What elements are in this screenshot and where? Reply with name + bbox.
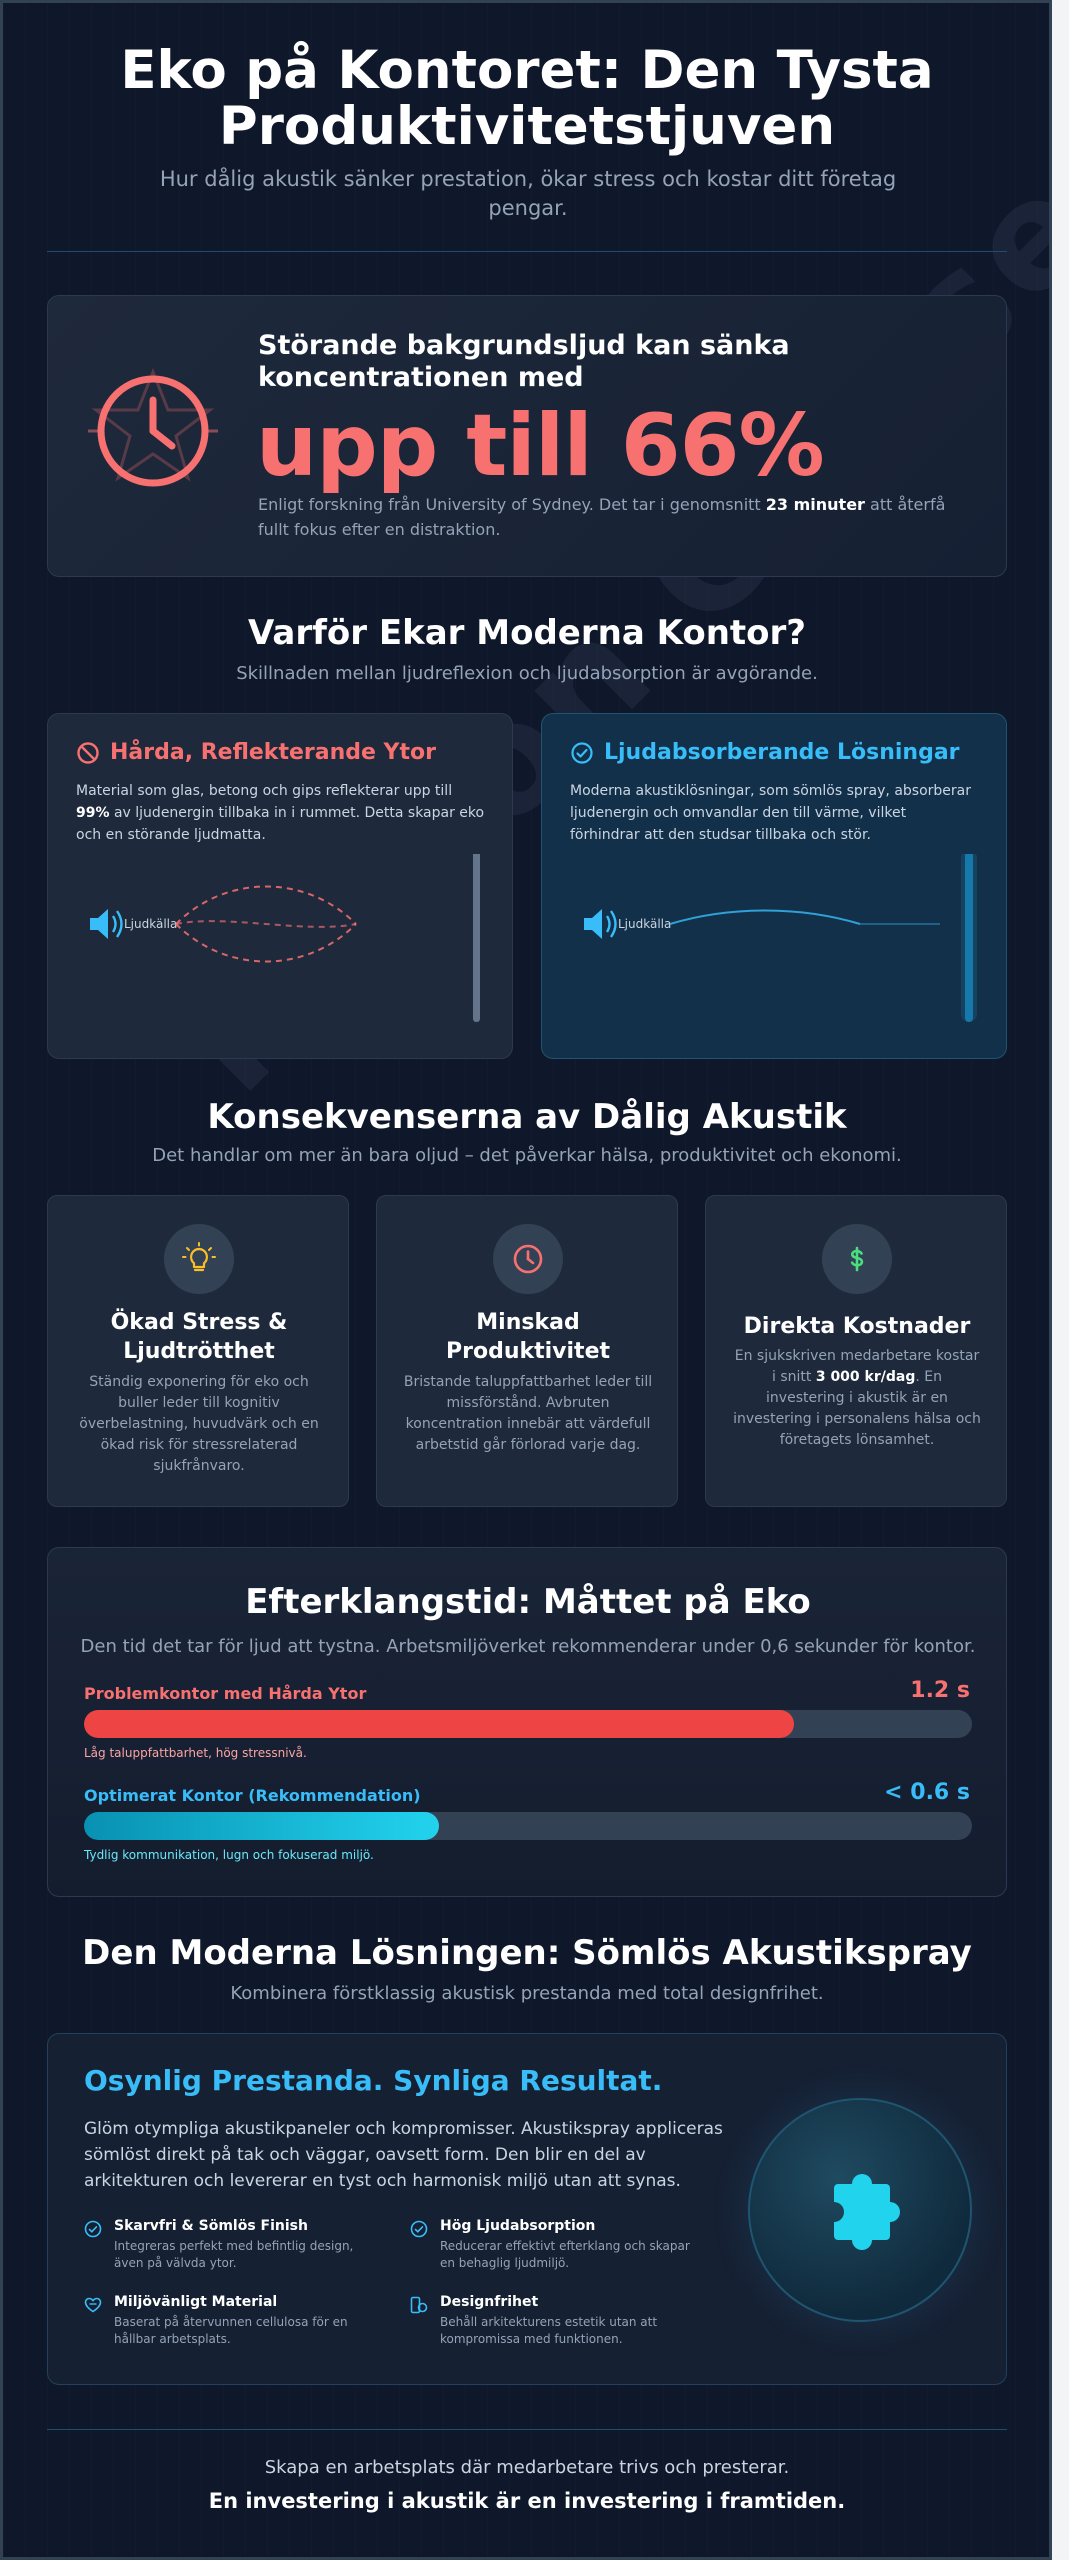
feature-title: Designfrihet — [440, 2294, 539, 2310]
consequence-icon-wrap — [493, 1224, 563, 1294]
feature-title: Hög Ljudabsorption — [440, 2218, 596, 2234]
consequence-text: En sjukskriven medarbetare kostar i snit… — [733, 1348, 981, 1448]
consequence-card-costs: Direkta Kostnader En sjukskriven medarbe… — [705, 1195, 1007, 1507]
consequence-title: Minskad Produktivitet — [445, 1310, 611, 1364]
stat-highlight: upp till 66% — [256, 396, 825, 496]
feature-text: Behåll arkitekturens estetik utan att ko… — [440, 2315, 658, 2346]
solution-card: Osynlig Prestanda. Synliga Resultat. Glö… — [47, 2033, 1007, 2385]
feature-text: Baserat på återvunnen cellulosa för en h… — [114, 2315, 348, 2346]
puzzle-icon — [834, 2174, 900, 2250]
reverb-bar-value: < 0.6 s — [884, 1780, 970, 1805]
sound-source-label: Ljudkälla — [124, 917, 177, 931]
consequence-text: Bristande taluppfattbarhet leder till mi… — [403, 1374, 653, 1453]
hard-wall — [473, 854, 480, 1022]
dollar-icon — [850, 1246, 864, 1272]
stat-card: Störande bakgrundsljud kan sänka koncent… — [47, 295, 1007, 577]
hard-surfaces-title: Hårda, Reflekterande Ytor — [110, 740, 436, 765]
reverb-bar-track — [84, 1710, 972, 1738]
hard-surfaces-emphasis: 99% — [76, 805, 110, 821]
absorbing-solutions-heading: Ljudabsorberande Lösningar — [570, 740, 960, 765]
absorbing-solutions-text: Moderna akustiklösningar, som sömlös spr… — [570, 783, 971, 843]
divider — [47, 251, 1007, 252]
stat-kicker: Störande bakgrundsljud kan sänka koncent… — [258, 330, 790, 393]
absorbed-wave — [669, 909, 861, 925]
speaker-icon — [584, 909, 617, 939]
stat-note-emphasis: 23 minuter — [765, 495, 865, 514]
consequences-title: Konsekvenserna av Dålig Akustik — [207, 1097, 847, 1137]
feature-title: Skarvfri & Sömlös Finish — [114, 2218, 308, 2234]
stat-note: Enligt forskning från University of Sydn… — [258, 495, 946, 539]
solution-card-text: Glöm otympliga akustikpaneler och kompro… — [84, 2119, 723, 2191]
reverb-bar-fill — [84, 1812, 440, 1840]
ban-icon — [77, 741, 99, 764]
check-circle-icon — [84, 2220, 102, 2238]
hard-surfaces-heading: Hårda, Reflekterande Ytor — [76, 740, 436, 765]
hard-surfaces-card: Hårda, Reflekterande Ytor Material som g… — [47, 713, 513, 1059]
reflection-wave — [175, 885, 357, 925]
heart-leaf-icon — [84, 2297, 102, 2313]
consequence-icon-wrap — [164, 1224, 234, 1294]
solution-card-title: Osynlig Prestanda. Synliga Resultat. — [84, 2064, 663, 2097]
check-circle-icon — [410, 2220, 428, 2238]
why-title: Varför Ekar Moderna Kontor? — [247, 613, 807, 653]
consequence-icon-wrap — [822, 1224, 892, 1294]
cost-emphasis: 3 000 kr/dag — [815, 1369, 916, 1385]
consequence-card-productivity: Minskad Produktivitet Bristande taluppfa… — [376, 1195, 678, 1507]
speaker-icon — [90, 909, 123, 939]
clock-icon — [513, 1244, 543, 1274]
reverb-title: Efterklangstid: Måttet på Eko — [245, 1582, 811, 1622]
reverb-bar-note: Låg taluppfattbarhet, hög stressnivå. — [84, 1746, 307, 1760]
clock-icon — [88, 367, 218, 487]
reflection-wave — [175, 920, 357, 928]
reflection-diagram: Ljudkälla — [90, 854, 480, 1022]
sound-source-label: Ljudkälla — [618, 917, 671, 931]
page-title: Eko på Kontoret: Den Tysta Produktivitet… — [120, 40, 934, 157]
feature-text: Reducerar effektivt efterklang och skapa… — [440, 2239, 690, 2270]
consequence-title: Ökad Stress & Ljudtrötthet — [110, 1310, 288, 1364]
lightbulb-icon — [182, 1242, 216, 1272]
absorbing-wall-glow — [961, 854, 977, 1022]
reverb-bar-label: Optimerat Kontor (Rekommendation) — [84, 1786, 421, 1805]
reverb-bar-fill — [84, 1710, 795, 1738]
absorbing-solutions-title: Ljudabsorberande Lösningar — [604, 740, 960, 765]
footer-line: Skapa en arbetsplats där medarbetare tri… — [264, 2457, 790, 2478]
divider — [47, 2429, 1007, 2430]
reflection-wave — [175, 923, 357, 963]
reverb-bar-note: Tydlig kommunikation, lugn och fokuserad… — [84, 1848, 374, 1862]
reverb-card: Efterklangstid: Måttet på Eko Den tid de… — [47, 1547, 1007, 1897]
check-circle-icon — [571, 741, 593, 764]
reverb-subtitle: Den tid det tar för ljud att tystna. Arb… — [80, 1636, 976, 1657]
feature-title: Miljövänligt Material — [114, 2294, 278, 2310]
absorption-diagram: Ljudkälla — [584, 854, 977, 1022]
why-subtitle: Skillnaden mellan ljudreflexion och ljud… — [236, 663, 818, 684]
absorbing-solutions-card: Ljudabsorberande Lösningar Moderna akust… — [541, 713, 1007, 1059]
consequences-subtitle: Det handlar om mer än bara oljud – det p… — [152, 1145, 902, 1166]
hard-surfaces-text: Material som glas, betong och gips refle… — [76, 783, 485, 843]
page-subtitle: Hur dålig akustik sänker prestation, öka… — [159, 167, 897, 220]
consequence-card-stress: Ökad Stress & Ljudtrötthet Ständig expon… — [47, 1195, 349, 1507]
consequence-title: Direkta Kostnader — [743, 1314, 971, 1339]
solution-title: Den Moderna Lösningen: Sömlös Akustikspr… — [82, 1933, 972, 1973]
footer-tagline: En investering i akustik är en investeri… — [208, 2489, 846, 2513]
feature-text: Integreras perfekt med befintlig design,… — [114, 2239, 354, 2270]
solution-orb — [748, 2098, 972, 2322]
reverb-bar-label: Problemkontor med Hårda Ytor — [84, 1684, 367, 1703]
reverb-bar-value: 1.2 s — [910, 1678, 970, 1703]
solution-subtitle: Kombinera förstklassig akustisk prestand… — [230, 1983, 824, 2004]
absorbing-wall — [965, 854, 973, 1022]
consequence-text: Ständig exponering för eko och buller le… — [79, 1374, 319, 1474]
reverb-bar-track — [84, 1812, 972, 1840]
shapes-icon — [410, 2296, 428, 2314]
